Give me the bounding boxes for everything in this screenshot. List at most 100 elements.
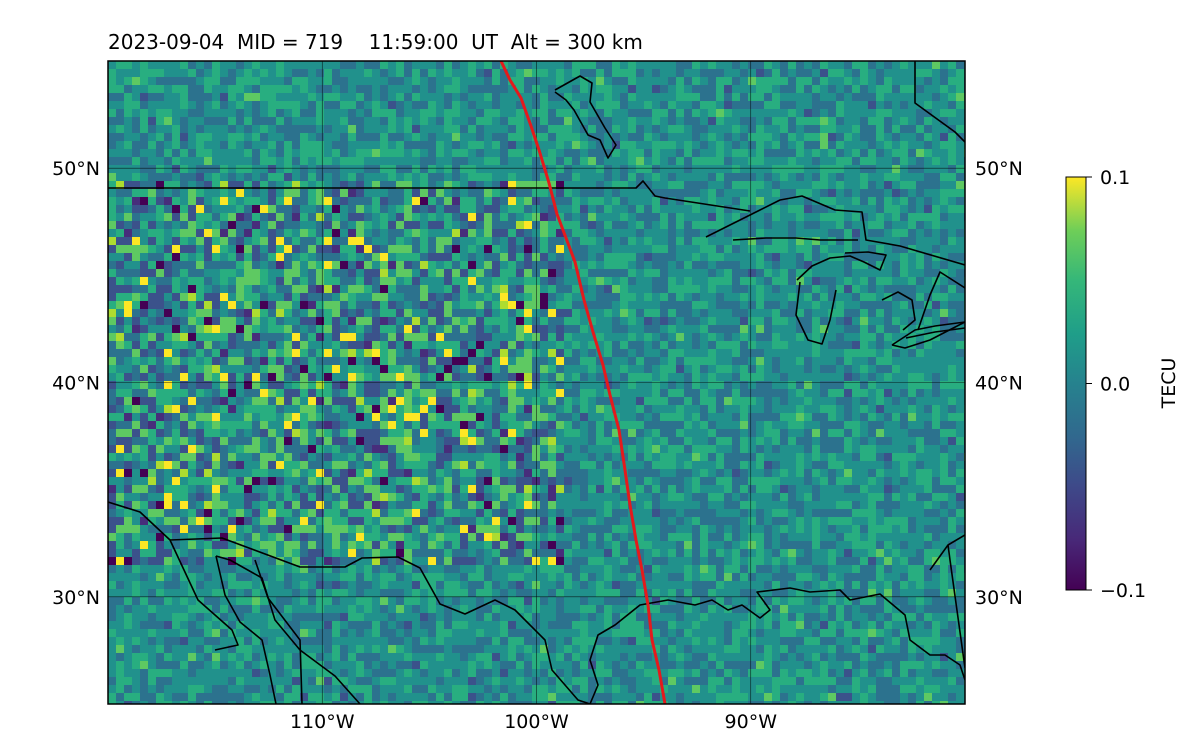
- tec-cell: [308, 389, 316, 397]
- tec-cell: [196, 381, 204, 389]
- tec-cell: [316, 117, 324, 125]
- tec-cell: [116, 149, 124, 157]
- tec-cell: [188, 181, 196, 189]
- tec-cell: [540, 221, 548, 229]
- tec-cell: [228, 405, 236, 413]
- tec-cell: [204, 157, 212, 165]
- tec-cell: [916, 317, 924, 325]
- tec-cell: [868, 125, 876, 133]
- tec-cell: [476, 357, 484, 365]
- tec-cell: [876, 205, 884, 213]
- tec-cell: [156, 237, 164, 245]
- tec-cell: [468, 389, 476, 397]
- tec-cell: [420, 285, 428, 293]
- tec-cell: [636, 405, 644, 413]
- tec-cell: [684, 261, 692, 269]
- tec-cell: [404, 85, 412, 93]
- tec-cell: [492, 125, 500, 133]
- tec-cell: [380, 229, 388, 237]
- tec-cell: [148, 373, 156, 381]
- tec-cell: [452, 213, 460, 221]
- tec-cell: [836, 133, 844, 141]
- tec-cell: [892, 69, 900, 77]
- tec-cell: [844, 421, 852, 429]
- tec-cell: [300, 213, 308, 221]
- tec-cell: [884, 213, 892, 221]
- tec-cell: [332, 69, 340, 77]
- tec-cell: [348, 237, 356, 245]
- tec-cell: [524, 61, 532, 69]
- tec-cell: [492, 277, 500, 285]
- tec-cell: [244, 333, 252, 341]
- tec-cell: [668, 61, 676, 69]
- tec-cell: [764, 309, 772, 317]
- tec-cell: [692, 357, 700, 365]
- tec-cell: [692, 141, 700, 149]
- tec-cell: [300, 413, 308, 421]
- tec-cell: [532, 285, 540, 293]
- tec-cell: [148, 269, 156, 277]
- tec-cell: [556, 165, 564, 173]
- tec-cell: [916, 157, 924, 165]
- tec-cell: [900, 173, 908, 181]
- tec-cell: [684, 109, 692, 117]
- tec-cell: [556, 269, 564, 277]
- tec-cell: [252, 101, 260, 109]
- tec-cell: [284, 349, 292, 357]
- tec-cell: [772, 101, 780, 109]
- tec-cell: [196, 157, 204, 165]
- tec-cell: [788, 301, 796, 309]
- tec-cell: [476, 101, 484, 109]
- tec-cell: [292, 333, 300, 341]
- tec-cell: [156, 293, 164, 301]
- tec-cell: [140, 205, 148, 213]
- tec-cell: [276, 373, 284, 381]
- tec-cell: [212, 277, 220, 285]
- tec-cell: [564, 261, 572, 269]
- tec-cell: [628, 397, 636, 405]
- tec-cell: [812, 349, 820, 357]
- tec-cell: [948, 413, 956, 421]
- tec-cell: [908, 165, 916, 173]
- tec-cell: [756, 413, 764, 421]
- tec-cell: [948, 213, 956, 221]
- tec-cell: [612, 341, 620, 349]
- tec-cell: [636, 349, 644, 357]
- tec-cell: [164, 69, 172, 77]
- tec-cell: [116, 205, 124, 213]
- tec-cell: [316, 213, 324, 221]
- tec-cell: [380, 197, 388, 205]
- tec-cell: [788, 197, 796, 205]
- tec-cell: [276, 405, 284, 413]
- tec-cell: [500, 197, 508, 205]
- tec-cell: [572, 205, 580, 213]
- tec-cell: [508, 133, 516, 141]
- tec-cell: [428, 237, 436, 245]
- tec-cell: [924, 365, 932, 373]
- tec-cell: [228, 85, 236, 93]
- tec-cell: [252, 221, 260, 229]
- tec-cell: [316, 349, 324, 357]
- tec-cell: [396, 253, 404, 261]
- tec-cell: [524, 141, 532, 149]
- tec-cell: [772, 293, 780, 301]
- tec-cell: [668, 101, 676, 109]
- tec-cell: [284, 429, 292, 437]
- tec-cell: [244, 125, 252, 133]
- tec-cell: [212, 149, 220, 157]
- tec-cell: [524, 261, 532, 269]
- tec-cell: [540, 389, 548, 397]
- tec-cell: [540, 381, 548, 389]
- tec-cell: [172, 397, 180, 405]
- tec-cell: [812, 93, 820, 101]
- tec-cell: [420, 77, 428, 85]
- tec-cell: [892, 325, 900, 333]
- tec-cell: [108, 285, 116, 293]
- tec-cell: [836, 285, 844, 293]
- tec-cell: [412, 205, 420, 213]
- tec-cell: [404, 125, 412, 133]
- tec-cell: [636, 317, 644, 325]
- tec-cell: [940, 117, 948, 125]
- tec-cell: [676, 317, 684, 325]
- tec-cell: [364, 277, 372, 285]
